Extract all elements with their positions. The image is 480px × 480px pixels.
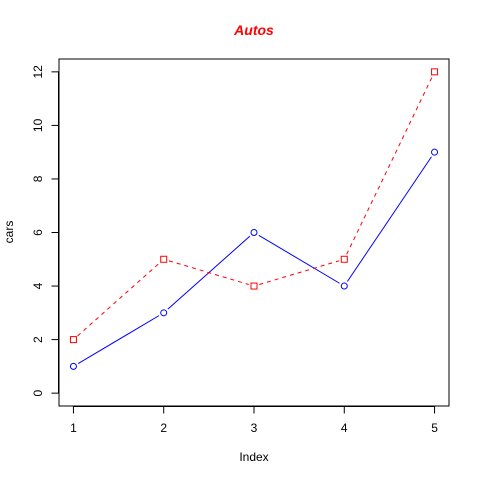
chart-title: Autos [233,22,274,38]
series-1-point [251,230,257,236]
x-tick-label: 5 [431,421,438,435]
x-axis-label: Index [239,450,268,464]
series-1-segment [259,235,340,283]
series-1-segment [78,316,159,364]
x-axis: 1 2 3 4 5 [70,407,438,436]
y-axis-label: cars [2,221,16,244]
series-1-segment [347,157,431,282]
series-2-point [251,283,257,289]
series-2-segment [169,261,249,285]
y-tick-label: 6 [31,229,45,236]
series-1-point [341,283,347,289]
y-tick-label: 0 [31,389,45,396]
x-tick-label: 4 [341,421,348,435]
y-tick-label: 10 [31,118,45,132]
y-tick-label: 4 [31,282,45,289]
series-2-point [341,256,347,262]
series-1 [70,149,437,369]
series-2-point [161,256,167,262]
series-2-segment [259,261,339,285]
series-1-point [432,149,438,155]
series-1-point [161,310,167,316]
series-2 [70,69,437,343]
x-tick-label: 2 [160,421,167,435]
series-1-point [70,363,76,369]
y-tick-label: 2 [31,336,45,343]
series-2-segment [347,77,433,255]
x-tick-label: 1 [70,421,77,435]
x-tick-label: 3 [251,421,258,435]
y-axis: 0 2 4 6 8 10 12 [31,65,59,397]
y-tick-label: 12 [31,65,45,79]
series-2-point [70,337,76,343]
series-2-point [432,69,438,75]
y-tick-label: 8 [31,175,45,182]
series-2-segment [78,263,160,336]
series-layer [70,69,437,370]
plot-frame [59,59,449,406]
